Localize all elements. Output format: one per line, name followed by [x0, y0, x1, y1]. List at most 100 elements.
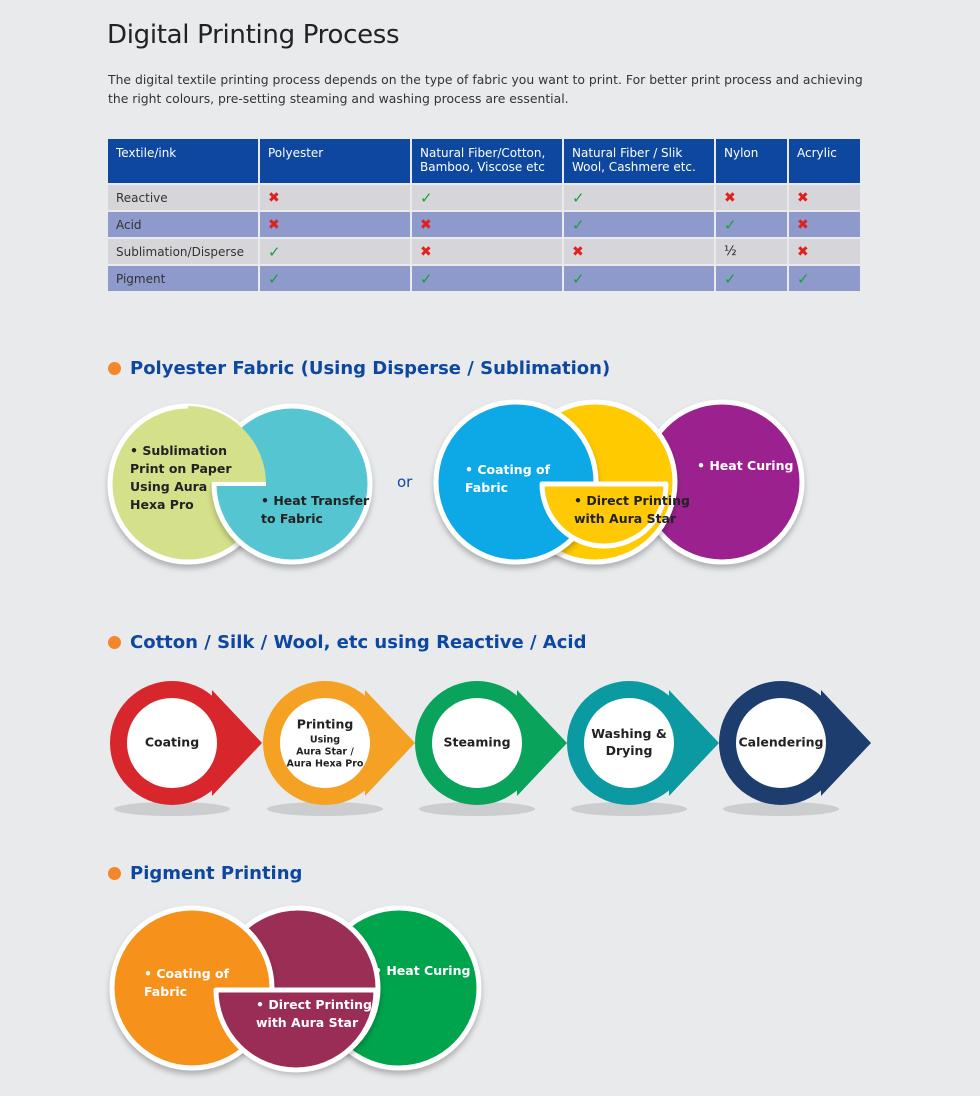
table-cell: ✓: [412, 185, 562, 210]
step-label: Printing Using Aura Star / Aura Hexa Pro: [287, 717, 364, 770]
process-step: Washing & Drying: [567, 681, 719, 816]
check-icon: ✓: [420, 269, 433, 288]
table-cell: ✖: [716, 185, 787, 210]
bullet-dot-icon: [108, 362, 121, 375]
check-icon: ✓: [268, 269, 281, 288]
check-icon: ✓: [572, 215, 585, 234]
table-header-row: Textile/ink Polyester Natural Fiber/Cott…: [108, 139, 860, 183]
compatibility-table: Textile/ink Polyester Natural Fiber/Cott…: [106, 137, 862, 293]
bullet-dot-icon: [108, 636, 121, 649]
step-ring-inner: [127, 698, 217, 788]
process-step: Steaming: [415, 681, 567, 816]
header-natural-silk: Natural Fiber / Slik Wool, Cashmere etc.: [564, 139, 714, 183]
table-cell: ✓: [412, 266, 562, 291]
section-heading-cotton: Cotton / Silk / Wool, etc using Reactive…: [108, 632, 586, 653]
step-label: Washing & Drying: [591, 726, 667, 758]
table-cell: ✓: [789, 266, 860, 291]
table-cell: ✖: [260, 212, 410, 237]
check-icon: ✓: [268, 242, 281, 261]
header-textile-ink: Textile/ink: [108, 139, 258, 183]
row-label: Acid: [108, 212, 258, 237]
check-icon: ✓: [724, 269, 737, 288]
table-row: Reactive ✖ ✓ ✓ ✖ ✖: [108, 185, 860, 210]
table-cell: ✖: [789, 239, 860, 264]
page-title: Digital Printing Process: [107, 20, 400, 50]
intro-paragraph: The digital textile printing process dep…: [108, 72, 863, 106]
step-shadow: [571, 802, 687, 816]
row-label: Pigment: [108, 266, 258, 291]
label-direct-printing-pigment: • Direct Printing with Aura Star: [256, 997, 372, 1030]
cross-icon: ✖: [420, 243, 432, 260]
overlap-direct-printing: [539, 481, 669, 549]
check-icon: ✓: [572, 269, 585, 288]
table-cell: ✓: [716, 266, 787, 291]
step-shadow: [419, 802, 535, 816]
section-heading-polyester-text: Polyester Fabric (Using Disperse / Subli…: [130, 358, 611, 379]
cross-icon: ✖: [797, 189, 809, 206]
section-heading-pigment-text: Pigment Printing: [130, 863, 303, 884]
overlap-direct-printing-pigment: [213, 987, 379, 1073]
check-icon: ✓: [797, 269, 810, 288]
cross-icon: ✖: [268, 189, 280, 206]
table-cell: ✓: [260, 266, 410, 291]
header-polyester: Polyester: [260, 139, 410, 183]
table-row: Sublimation/Disperse ✓ ✖ ✖ ½ ✖: [108, 239, 860, 264]
table-cell: ✓: [716, 212, 787, 237]
step-shadow: [723, 802, 839, 816]
step-label: Coating: [145, 735, 199, 750]
step-ring-inner: [584, 698, 674, 788]
table-cell: ✖: [789, 185, 860, 210]
step-ring-inner: [432, 698, 522, 788]
cross-icon: ✖: [268, 216, 280, 233]
table-cell: ✓: [260, 239, 410, 264]
section-heading-cotton-text: Cotton / Silk / Wool, etc using Reactive…: [130, 632, 587, 653]
process-step: Calendering: [719, 681, 871, 816]
bullet-dot-icon: [108, 867, 121, 880]
section-heading-pigment: Pigment Printing: [108, 863, 302, 884]
label-sublimation-print: • Sublimation Print on Paper Using Aura Hex…: [130, 443, 232, 512]
table-cell: ✖: [260, 185, 410, 210]
cross-icon: ✖: [572, 243, 584, 260]
table-cell: ✓: [564, 185, 714, 210]
header-acrylic: Acrylic: [789, 139, 860, 183]
process-step: Printing Using Aura Star / Aura Hexa Pro: [263, 681, 415, 816]
table-row: Acid ✖ ✖ ✓ ✓ ✖: [108, 212, 860, 237]
or-label: or: [397, 473, 413, 491]
label-heat-transfer: • Heat Transfer to Fabric: [261, 493, 370, 526]
table-cell: ✖: [412, 212, 562, 237]
step-label: Calendering: [739, 735, 824, 750]
cross-icon: ✖: [724, 189, 736, 206]
step-shadow: [267, 802, 383, 816]
table-cell: ✖: [412, 239, 562, 264]
step-ring-inner: [280, 698, 370, 788]
step-label: Steaming: [443, 735, 510, 750]
table-cell: ✓: [564, 212, 714, 237]
table-cell: ✓: [564, 266, 714, 291]
row-label: Sublimation/Disperse: [108, 239, 258, 264]
table-cell: ½: [716, 239, 787, 264]
header-nylon: Nylon: [716, 139, 787, 183]
label-heat-curing: • Heat Curing: [697, 458, 793, 473]
process-step: Coating: [110, 681, 262, 816]
table-row: Pigment ✓ ✓ ✓ ✓ ✓: [108, 266, 860, 291]
header-natural-cotton: Natural Fiber/Cotton, Bamboo, Viscose et…: [412, 139, 562, 183]
section-heading-polyester: Polyester Fabric (Using Disperse / Subli…: [108, 358, 610, 379]
cross-icon: ✖: [797, 216, 809, 233]
step-ring-inner: [736, 698, 826, 788]
label-direct-printing: • Direct Printing with Aura Star: [574, 493, 690, 526]
label-coating-fabric: • Coating of Fabric: [465, 462, 551, 495]
table-cell: ✖: [789, 212, 860, 237]
step-shadow: [114, 802, 230, 816]
cross-icon: ✖: [797, 243, 809, 260]
check-icon: ✓: [724, 215, 737, 234]
half-value: ½: [724, 244, 737, 259]
table-cell: ✖: [564, 239, 714, 264]
check-icon: ✓: [572, 188, 585, 207]
check-icon: ✓: [420, 188, 433, 207]
label-heat-curing-pigment: • Heat Curing: [374, 963, 470, 978]
overlap-piece: [188, 406, 266, 490]
cross-icon: ✖: [420, 216, 432, 233]
label-coating-fabric-pigment: • Coating of Fabric: [144, 966, 230, 999]
row-label: Reactive: [108, 185, 258, 210]
